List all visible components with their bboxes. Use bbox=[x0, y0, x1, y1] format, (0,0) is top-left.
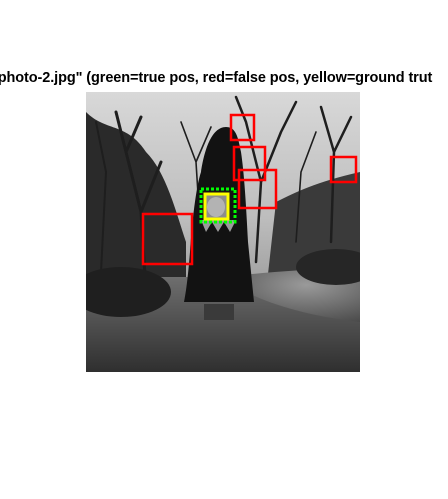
bare-tree-branches bbox=[95, 95, 353, 294]
false-positive-box bbox=[329, 155, 358, 184]
tree-mass-left bbox=[86, 112, 186, 292]
false-positive-box bbox=[232, 145, 267, 182]
grayscale-photo bbox=[86, 92, 360, 372]
false-positive-box bbox=[237, 168, 278, 210]
false-positive-box bbox=[229, 113, 256, 142]
bush-right bbox=[296, 249, 360, 285]
ground-truth-box bbox=[203, 192, 230, 221]
true-positive-box bbox=[199, 187, 237, 224]
feet bbox=[204, 304, 234, 320]
bush-left bbox=[86, 267, 171, 317]
figure-title: ...photo-2.jpg" (green=true pos, red=fal… bbox=[0, 70, 433, 86]
false-positive-box bbox=[141, 212, 194, 266]
